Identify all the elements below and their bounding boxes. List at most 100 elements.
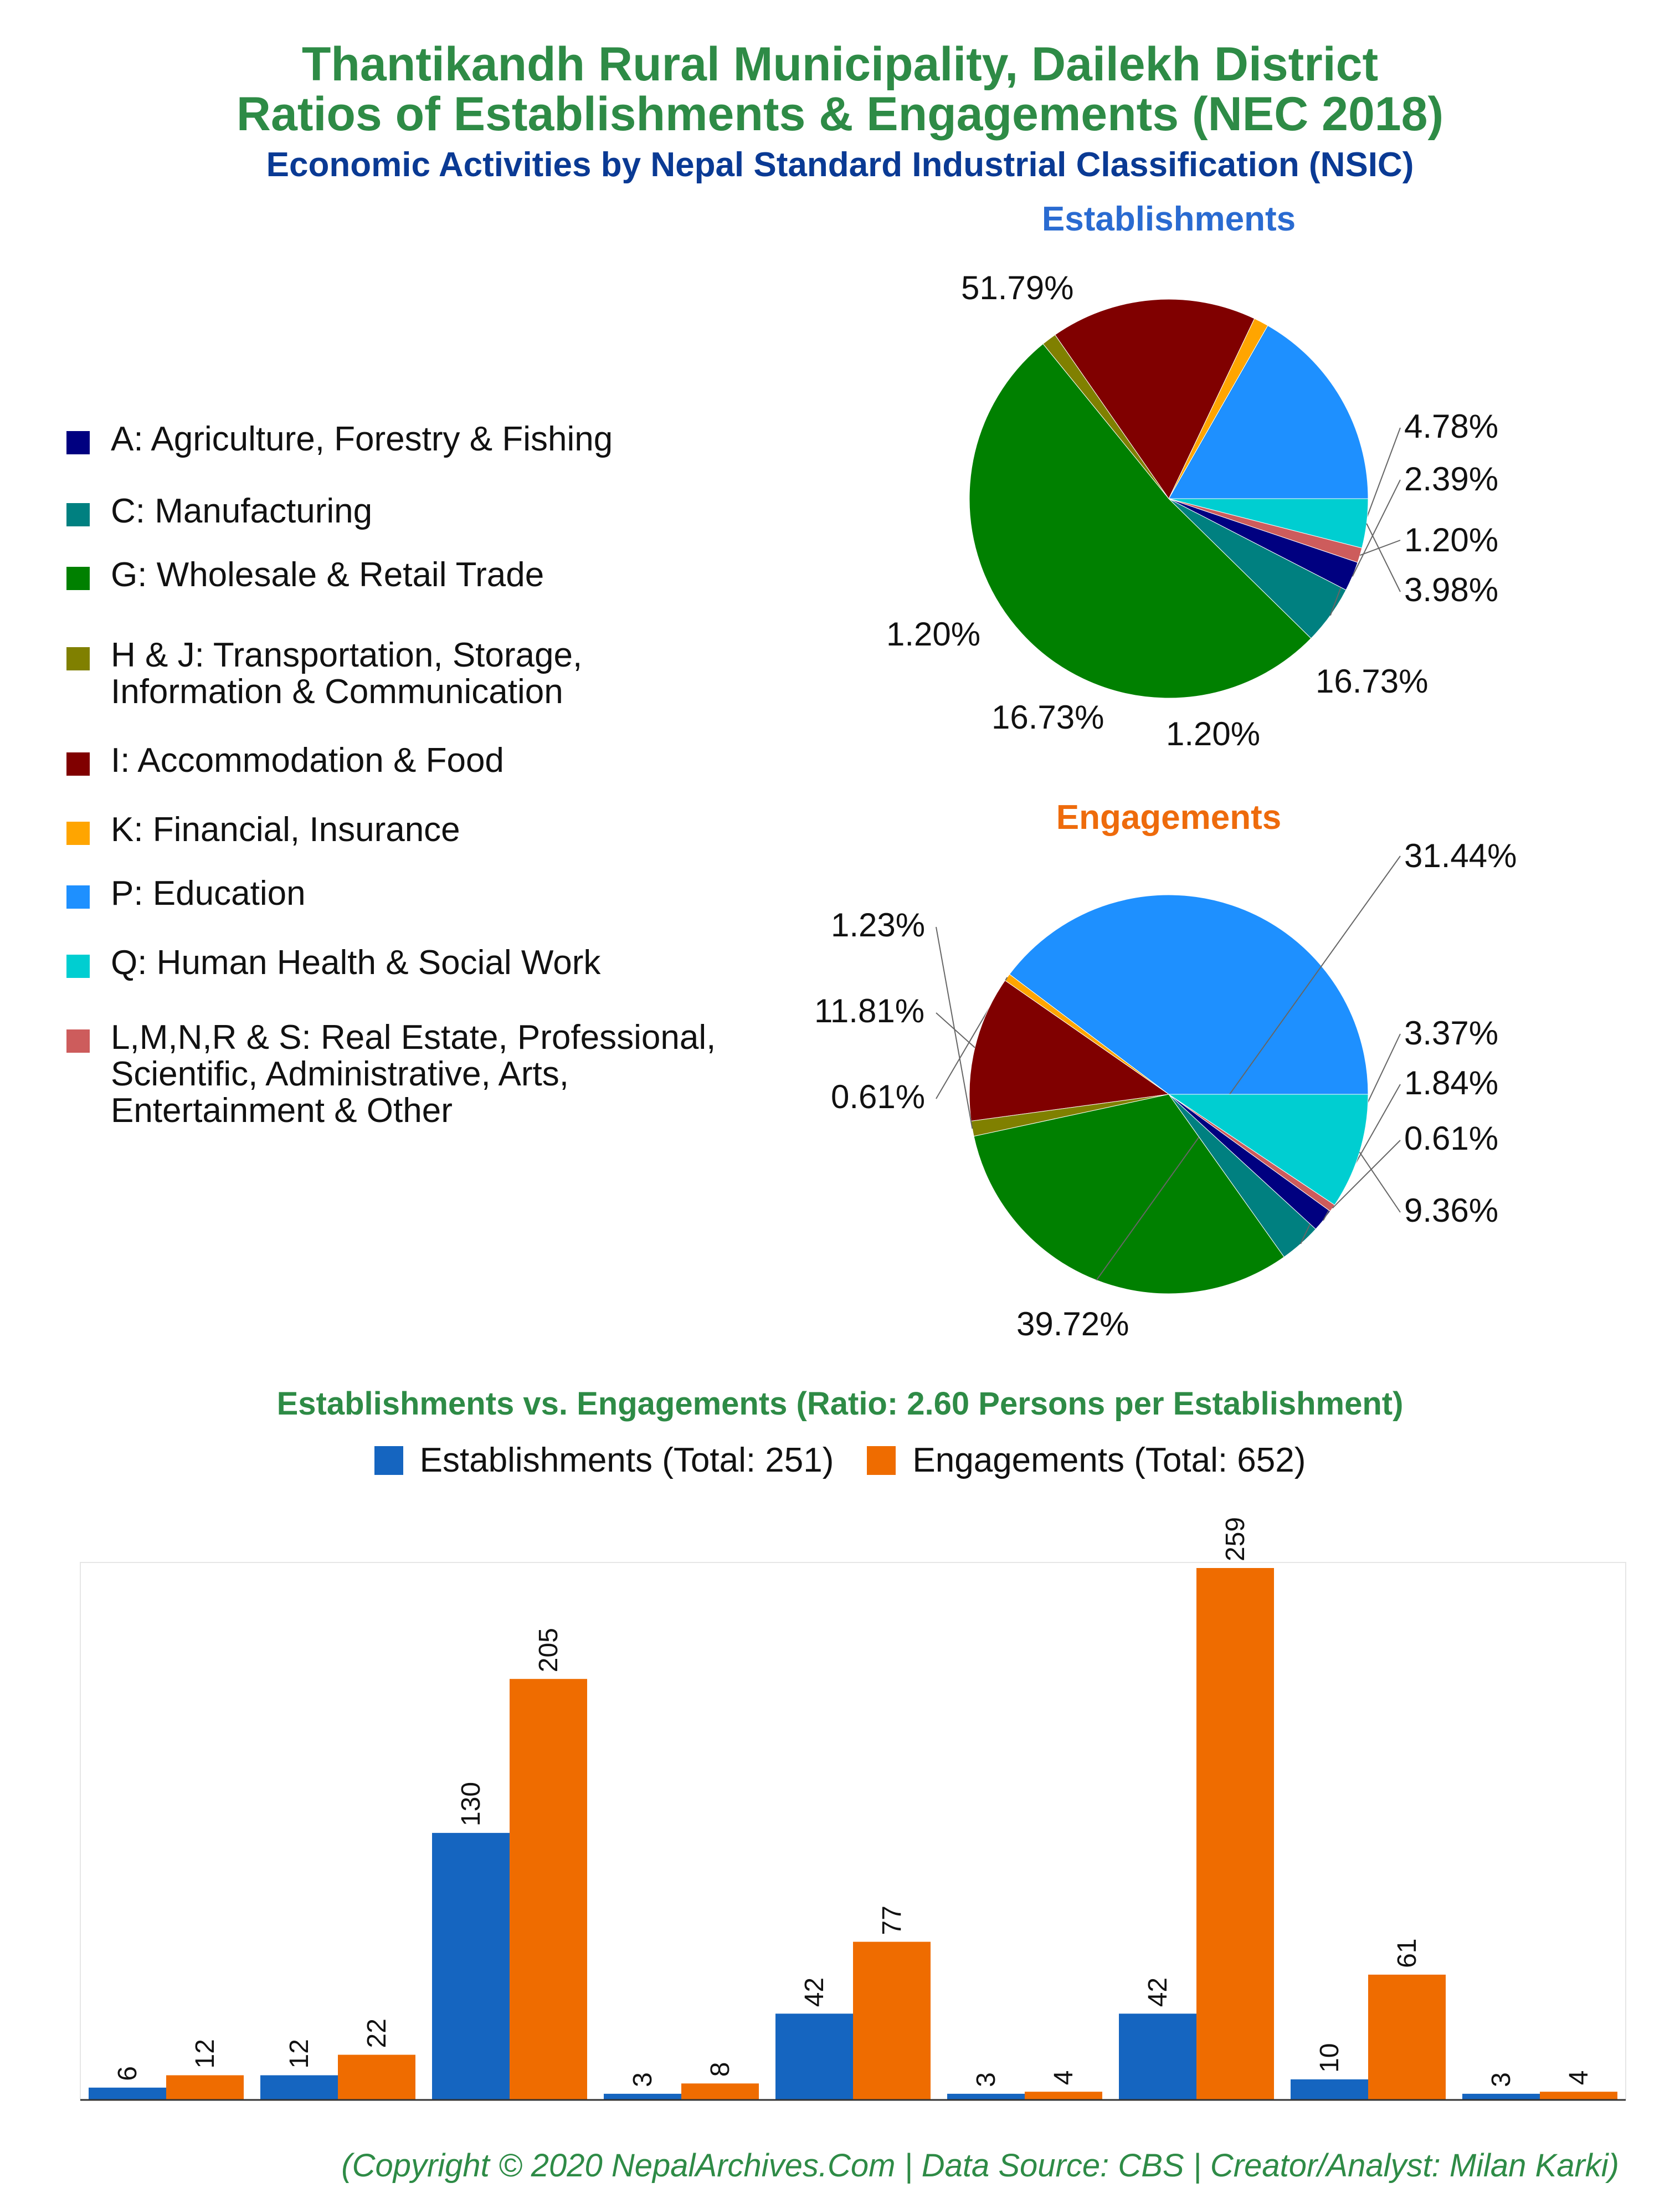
x-tick-label: C (327, 2110, 349, 2117)
bar-value-label: 8 (706, 2062, 735, 2077)
legend-label: C: Manufacturing (111, 492, 373, 530)
chart-subtitle: Economic Activities by Nepal Standard In… (266, 146, 1414, 184)
legend-label: A: Agriculture, Forestry & Fishing (111, 420, 613, 458)
x-tick-label: K (1014, 2110, 1035, 2117)
chart-title-line2: Ratios of Establishments & Engagements (… (236, 88, 1444, 141)
engagements-bar (1196, 1568, 1274, 2100)
pie-label-lmnrs: 0.61% (1404, 1120, 1498, 1157)
pie-leader-line (1096, 855, 1401, 1281)
pie-label-hj: 1.23% (831, 906, 925, 944)
pie-slice-p (1168, 325, 1369, 499)
bar-value-label: 205 (534, 1628, 563, 1672)
engagements-bar (338, 2054, 415, 2100)
establishments-bar (89, 2087, 166, 2100)
pie-label-q: 9.36% (1404, 1192, 1498, 1229)
establishments-bar (947, 2093, 1025, 2100)
pie-label-i: 11.81% (814, 992, 924, 1029)
bar-value-label: 12 (191, 2039, 220, 2068)
pie-slice-q (1168, 1094, 1369, 1206)
legend-label: G: Wholesale & Retail Trade (111, 556, 544, 594)
engagements-bar (853, 1941, 931, 2100)
engagements-bar (1540, 2092, 1617, 2100)
legend-swatch (66, 503, 90, 526)
bar-value-label: 42 (800, 1977, 829, 2007)
legend-item-a: A: Agriculture, Forestry & Fishing (66, 421, 613, 458)
engagements-bar (510, 1679, 587, 2100)
legend-item-hj: H & J: Transportation, Storage, Informat… (66, 637, 582, 710)
bar-legend-engagements: Engagements (Total: 652) (867, 1441, 1306, 1480)
bar-value-label: 4 (1564, 2070, 1594, 2085)
bar-legend-engagements-label: Engagements (Total: 652) (912, 1441, 1306, 1479)
establishments-bar (1462, 2093, 1540, 2100)
legend-item-q: Q: Human Health & Social Work (66, 945, 600, 981)
pie-slice-q (1168, 498, 1369, 549)
establishments-bar (1291, 2079, 1368, 2100)
pie-charts: 16.73% 1.20% 16.73% 1.20% 51.79% 4.78% 2.39% 1.… (814, 269, 1517, 1343)
bar-value-label: 3 (628, 2072, 657, 2087)
legend-swatch (66, 885, 90, 909)
engagements-swatch (867, 1446, 896, 1475)
establishments-bar (775, 2013, 853, 2100)
establishments-pie: 16.73% 1.20% 16.73% 1.20% 51.79% 4.78% 2.39% 1.… (886, 269, 1498, 752)
pie-label-g: 51.79% (961, 269, 1074, 306)
bar-value-label: 77 (877, 1905, 907, 1935)
bar-value-label: 12 (285, 2039, 314, 2068)
pie-label-g: 31.44% (1404, 837, 1517, 874)
bar-value-label: 259 (1221, 1518, 1250, 1561)
legend-label: I: Accommodation & Food (111, 741, 504, 780)
bar-chart-title: Establishments vs. Engagements (Ratio: 2… (276, 1386, 1404, 1422)
pie-leader-line (1359, 540, 1401, 556)
pie-slice-p (1009, 894, 1369, 1095)
pie-label-lmnrs: 1.20% (1404, 521, 1498, 559)
legend-item-lmnrs: L,M,N,R & S: Real Estate, Professional, … (66, 1019, 716, 1129)
copyright-note: (Copyright © 2020 NepalArchives.Com | Da… (341, 2148, 1619, 2184)
pie-label-k: 0.61% (831, 1078, 925, 1115)
x-tick-label: P (1186, 2110, 1206, 2117)
legend-swatch (66, 752, 90, 776)
pie-label-a: 2.39% (1404, 460, 1498, 498)
legend-swatch (66, 955, 90, 978)
legend-label: L,M,N,R & S: Real Estate, Professional, … (111, 1018, 716, 1130)
bar-value-label: 22 (362, 2018, 392, 2048)
x-tick-label: L,M,N,R & S (1453, 2110, 1626, 2117)
pie-label-p: 16.73% (1316, 663, 1429, 700)
establishments-swatch (374, 1446, 403, 1475)
bar-chart: 6 12 A 12 22 C 130 205 G 3 8 H & J 42 77 I 3 4 K 42 259 P 10 6… (80, 1518, 1626, 2117)
legend-label: H & J: Transportation, Storage, Informat… (111, 636, 583, 711)
bar-legend-establishments: Establishments (Total: 251) (374, 1441, 834, 1480)
bar-value-label: 4 (1049, 2070, 1078, 2085)
engagements-pie: 39.72% 0.61% 11.81% 1.23% 31.44% 3.37% 1.84% 0.… (814, 837, 1517, 1343)
x-tick-label: G (497, 2110, 522, 2117)
bar-value-label: 61 (1393, 1939, 1422, 1968)
chart-title-line1: Thantikandh Rural Municipality, Dailekh … (301, 38, 1379, 91)
legend-swatch (66, 431, 90, 454)
legend-label: Q: Human Health & Social Work (111, 944, 601, 982)
establishments-bar (260, 2075, 338, 2100)
pie-leader-line (936, 926, 973, 1129)
engagements-bar (166, 2075, 244, 2100)
legend-item-p: P: Education (66, 875, 306, 912)
bar-value-label: 130 (456, 1782, 486, 1826)
legend-swatch (66, 1029, 90, 1053)
legend-item-k: K: Financial, Insurance (66, 812, 460, 848)
x-tick-label: H & J (644, 2110, 720, 2117)
legend-item-c: C: Manufacturing (66, 493, 372, 530)
legend-swatch (66, 567, 90, 590)
legend-item-g: G: Wholesale & Retail Trade (66, 557, 544, 593)
pie-label-k: 1.20% (1166, 715, 1260, 752)
legend-label: K: Financial, Insurance (111, 811, 460, 849)
establishments-bar (432, 1833, 510, 2100)
pie-leader-line (1332, 1140, 1401, 1209)
legend-label: P: Education (111, 874, 306, 913)
engagements-bar (1368, 1974, 1446, 2100)
pie-label-i: 16.73% (991, 699, 1104, 736)
engagements-pie-title: Engagements (1056, 798, 1282, 837)
x-tick-label: A (156, 2110, 177, 2117)
bar-legend-establishments-label: Establishments (Total: 251) (419, 1441, 834, 1479)
bar-value-label: 10 (1315, 2043, 1344, 2073)
pie-label-q: 3.98% (1404, 571, 1498, 608)
legend-swatch (66, 822, 90, 845)
pie-slice-g (969, 343, 1312, 699)
establishments-bar (1119, 2013, 1196, 2100)
engagements-bar (681, 2083, 759, 2100)
